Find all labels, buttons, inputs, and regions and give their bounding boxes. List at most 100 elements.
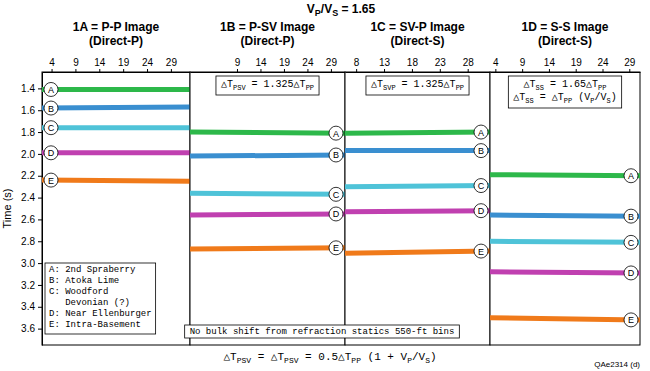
legend-entry: A: 2nd Spraberry — [49, 265, 136, 275]
horizon-line — [345, 148, 490, 153]
y-tick-mark — [38, 307, 42, 308]
horizon-line — [42, 107, 190, 108]
x-tick: 4 — [49, 57, 55, 72]
x-tick: 24 — [597, 57, 609, 72]
horizon-line — [42, 125, 190, 130]
x-tick-label: 14 — [255, 57, 267, 68]
horizon-labels: ABCDE — [329, 126, 343, 255]
text-run: V — [307, 2, 315, 16]
y-tick: 1.6 — [21, 105, 42, 116]
text-run: ) — [611, 92, 617, 103]
x-tick-label: 18 — [407, 57, 419, 68]
x-tick-mark — [440, 69, 441, 72]
horizon-line — [190, 214, 345, 215]
horizon-label: A — [333, 129, 339, 139]
y-tick: 2.6 — [21, 214, 42, 225]
horizon-label: E — [478, 247, 484, 257]
y-tick: 2.4 — [21, 192, 42, 203]
x-tick-mark — [237, 69, 238, 72]
horizon-label: C — [48, 123, 55, 133]
subscript: PSV — [284, 356, 299, 365]
x-tick: 8 — [354, 57, 360, 72]
annotation-box: △TSS = 1.65△TPP△TSS = △TPP (VP/VS) — [508, 76, 621, 108]
horizon-label: D — [478, 206, 485, 216]
x-tick: 19 — [118, 57, 130, 72]
horizon-labels: ABCDE — [474, 125, 488, 258]
horizon-label: C — [628, 238, 635, 248]
panel-frame — [42, 72, 190, 345]
horizon-label-circle — [624, 209, 638, 223]
x-tick: 13 — [379, 57, 391, 72]
panel-frame — [490, 72, 640, 345]
horizons — [345, 132, 490, 253]
y-tick: 3.2 — [21, 280, 42, 291]
horizon-label-circle — [329, 187, 343, 201]
text-run: ) — [430, 351, 437, 363]
y-tick: 3.0 — [21, 258, 42, 269]
x-tick-label: 19 — [571, 57, 583, 68]
y-tick-label: 2.2 — [21, 170, 35, 181]
x-tick-mark — [171, 69, 172, 72]
x-tick-mark — [495, 69, 496, 72]
x-tick-label: 19 — [279, 57, 291, 68]
x-tick: 29 — [326, 57, 338, 72]
horizon-labels: ABCDE — [624, 169, 638, 327]
horizon-line — [190, 193, 345, 194]
x-tick-mark — [284, 69, 285, 72]
panel-frame — [190, 72, 345, 345]
y-tick-label: 1.6 — [21, 105, 35, 116]
horizon-line — [490, 175, 640, 176]
y-axis-title: Time (s) — [1, 189, 13, 229]
x-tick: 19 — [571, 57, 583, 72]
y-tick-mark — [38, 219, 42, 220]
text-run: △T — [513, 92, 525, 103]
horizon-line — [42, 87, 190, 92]
x-tick-label: 4 — [49, 57, 55, 68]
text-run: △T — [221, 79, 233, 90]
y-tick-label: 2.0 — [21, 149, 35, 160]
panel: 1C = SV-P Image(Direct-S)813182328ABCDE△… — [345, 20, 491, 345]
note-frame — [185, 325, 460, 338]
x-tick-mark — [52, 69, 53, 72]
horizon-label-circle — [44, 82, 58, 96]
text-run: = 0.5△T — [298, 351, 351, 363]
panel: 1D = S-S Image(Direct-S)4914192429ABCDE△… — [490, 20, 641, 345]
x-tick-mark — [356, 69, 357, 72]
x-tick: 24 — [302, 57, 314, 72]
legend-entry: Devonian (?) — [49, 298, 130, 308]
y-tick: 2.2 — [21, 170, 42, 181]
x-tick-label: 14 — [94, 57, 106, 68]
x-axis: 4914192429 — [43, 57, 191, 73]
horizon-line — [345, 211, 490, 212]
annotation: △TSVP = 1.325△TPP — [371, 79, 464, 92]
horizon-labels: ABCDE — [44, 82, 58, 187]
horizon-label-circle — [474, 204, 488, 218]
horizon-label-circle — [329, 241, 343, 255]
note-box: No bulk shift from refraction statics 55… — [185, 325, 460, 338]
text-run: = 1.65 — [338, 2, 375, 16]
y-tick-mark — [38, 285, 42, 286]
x-tick-label: 8 — [354, 57, 360, 68]
panel-subtitle: (Direct-P) — [89, 34, 143, 48]
y-tick: 3.6 — [21, 323, 42, 334]
horizon-line — [345, 186, 490, 187]
y-tick-mark — [38, 329, 42, 330]
annotation-box: △TPSV = 1.325△TPP — [216, 76, 319, 95]
y-axis: 1.41.61.82.02.22.42.62.83.03.23.43.6 — [21, 73, 42, 346]
horizon-label: D — [48, 148, 55, 158]
horizon-label-circle — [44, 101, 58, 115]
x-tick-mark — [603, 69, 604, 72]
text-run: = 1.325△T — [246, 79, 306, 90]
panel-frame — [345, 72, 490, 345]
x-axis: 4914192429 — [491, 57, 641, 73]
subscript: PP — [351, 356, 361, 365]
y-tick-label: 1.8 — [21, 127, 35, 138]
horizon-line — [42, 150, 190, 155]
horizon-label-circle — [624, 313, 638, 327]
horizon-label: A — [628, 171, 634, 181]
panel-title: 1C = SV-P Image — [370, 20, 464, 34]
panel: 1B = P-SV Image(Direct-P)914192429ABCDE△… — [190, 20, 346, 345]
horizon-label: E — [333, 243, 339, 253]
y-tick-mark — [38, 263, 42, 264]
y-tick-label: 3.0 — [21, 258, 35, 269]
